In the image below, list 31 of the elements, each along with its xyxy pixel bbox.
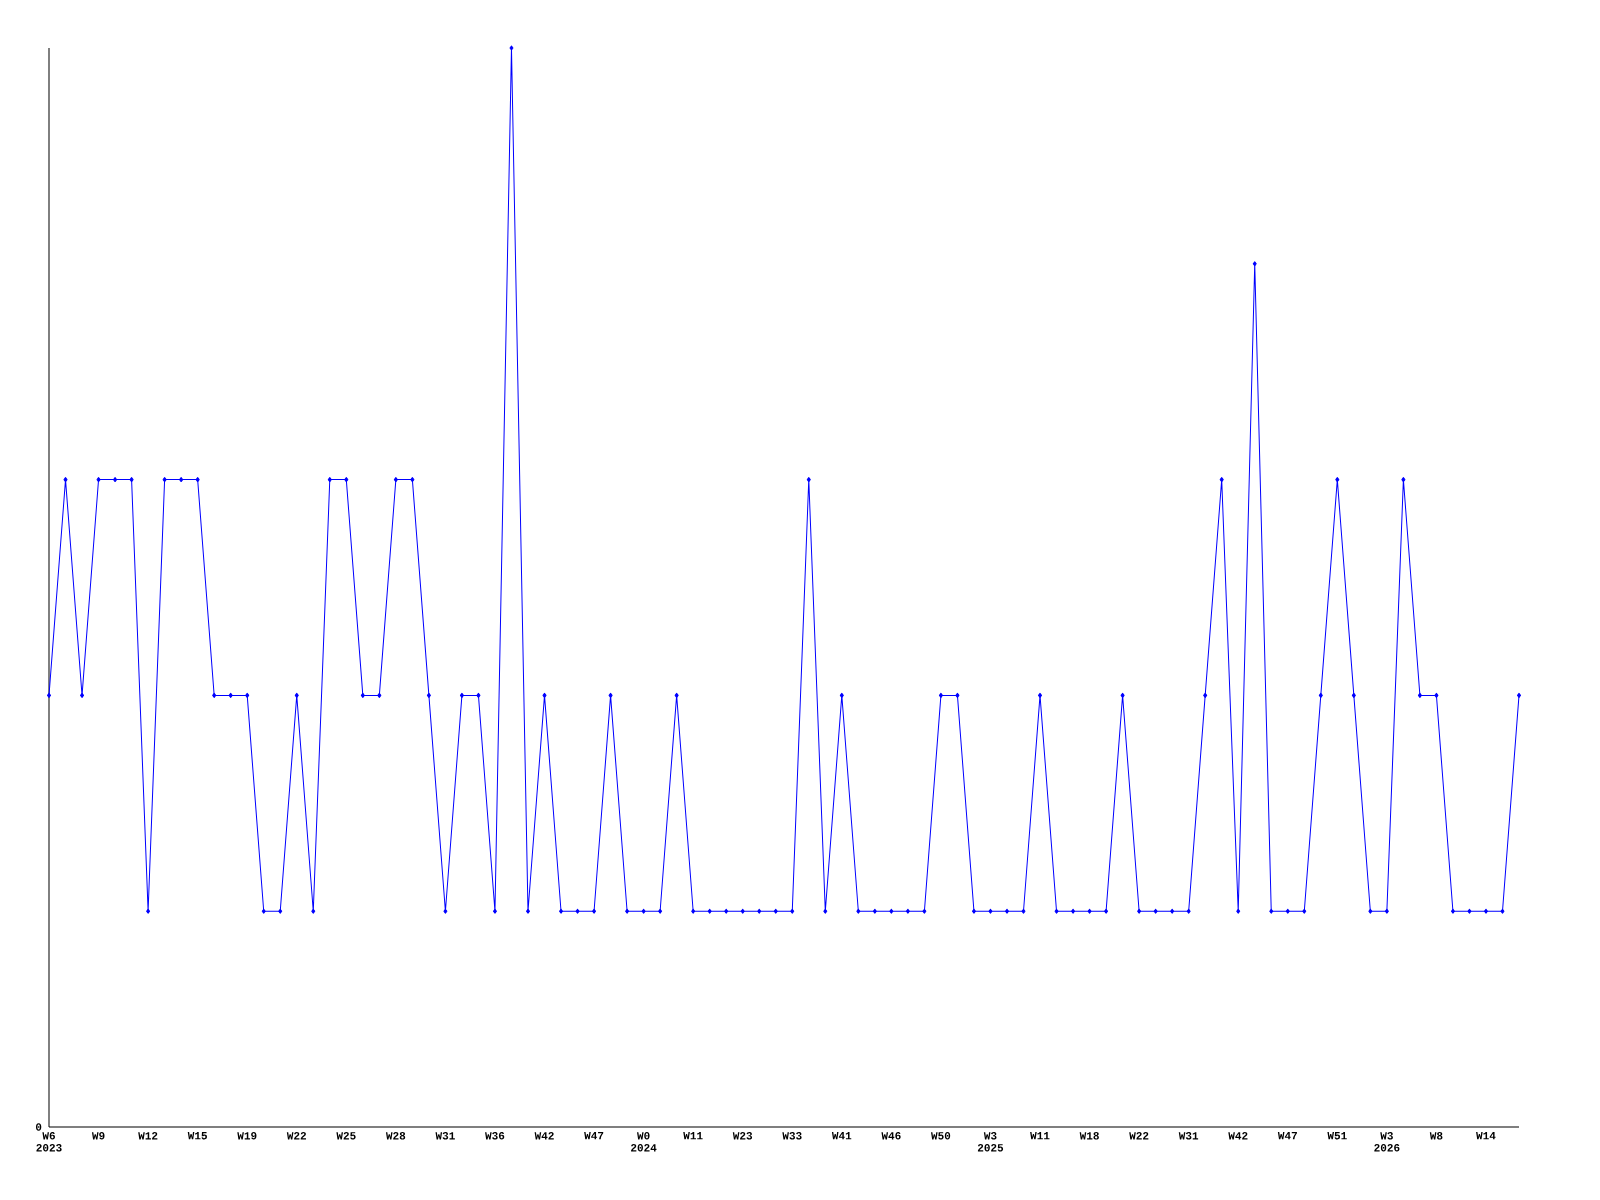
- x-tick-label: W14: [1476, 1132, 1496, 1140]
- x-tick-label: W36: [485, 1132, 505, 1140]
- x-tick-label: W11: [1030, 1132, 1050, 1140]
- text: 0: [35, 1123, 42, 1131]
- x-tick-label: W25: [336, 1132, 356, 1140]
- x-tick-label: W42: [1228, 1132, 1248, 1140]
- x-tick-label: W31: [1178, 1132, 1199, 1140]
- x-tick-label: W19: [237, 1132, 257, 1140]
- x-tick-label: W42: [534, 1132, 554, 1140]
- x-tick-label: W6 2023: [36, 1132, 62, 1152]
- x-tick-label: W8: [1429, 1132, 1443, 1140]
- x-tick-label: W11: [683, 1132, 703, 1140]
- x-tick-label: W46: [881, 1132, 901, 1140]
- x-tick-label: W22: [1129, 1132, 1149, 1140]
- x-tick-label: W3 2025: [977, 1132, 1004, 1152]
- x-tick-label: W18: [1079, 1132, 1099, 1140]
- x-tick-label: W41: [831, 1132, 852, 1140]
- x-tick-label: W3 2026: [1374, 1132, 1400, 1152]
- x-tick-label: W23: [732, 1132, 753, 1140]
- x-tick-label: W50: [931, 1132, 951, 1140]
- x-tick-label: W12: [138, 1132, 158, 1140]
- x-tick-label: W0 2024: [631, 1132, 657, 1152]
- x-tick-label: W22: [286, 1132, 307, 1140]
- x-tick-label: W33: [782, 1132, 802, 1140]
- x-tick-label: W15: [187, 1132, 207, 1140]
- x-tick-label: W51: [1327, 1132, 1347, 1140]
- x-tick-label: W31: [435, 1132, 455, 1140]
- x-tick-label: W28: [385, 1132, 406, 1140]
- x-tick-label: W47: [584, 1132, 604, 1140]
- x-tick-label: W47: [1277, 1132, 1297, 1140]
- x-tick-label: W9: [91, 1132, 105, 1140]
